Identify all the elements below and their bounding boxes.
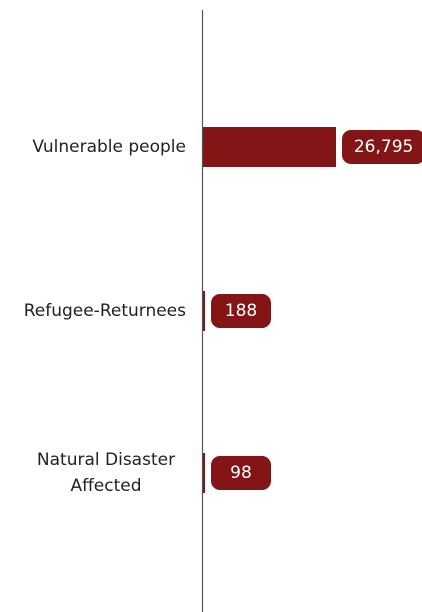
category-label: Refugee-Returnees xyxy=(24,301,186,321)
value-badge xyxy=(342,130,422,164)
category-label: Vulnerable people xyxy=(32,137,186,157)
bars-layer: 26,795 Vulnerable people 188 Refugee-Return… xyxy=(24,127,422,496)
value-badge xyxy=(211,294,271,328)
category-label: Natural Disaster xyxy=(37,450,175,470)
bar xyxy=(203,453,205,493)
category-label: Affected xyxy=(70,476,141,496)
value-badge xyxy=(211,456,271,490)
bar xyxy=(203,127,336,167)
bar xyxy=(203,291,205,331)
value-label: 26,795 xyxy=(354,137,413,157)
value-label: 98 xyxy=(230,463,252,483)
value-label: 188 xyxy=(225,301,257,321)
